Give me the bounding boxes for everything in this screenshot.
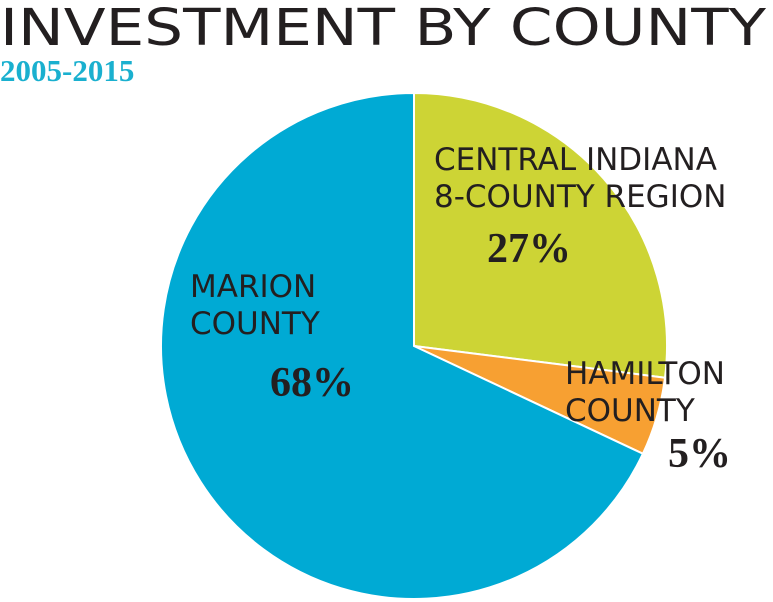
chart-title: INVESTMENT BY COUNTY xyxy=(0,0,767,58)
value-label: 27% xyxy=(487,226,571,272)
value-label: 68% xyxy=(270,360,354,406)
pie-slice xyxy=(413,91,668,379)
slice-label: CENTRAL INDIANA 8-COUNTY REGION xyxy=(434,142,726,215)
value-label: 5% xyxy=(668,431,731,477)
slice-label: HAMILTON COUNTY xyxy=(565,356,725,429)
slice-label: MARION COUNTY xyxy=(190,269,320,342)
pie-slice xyxy=(160,91,645,600)
chart-subtitle: 2005-2015 xyxy=(0,53,134,88)
